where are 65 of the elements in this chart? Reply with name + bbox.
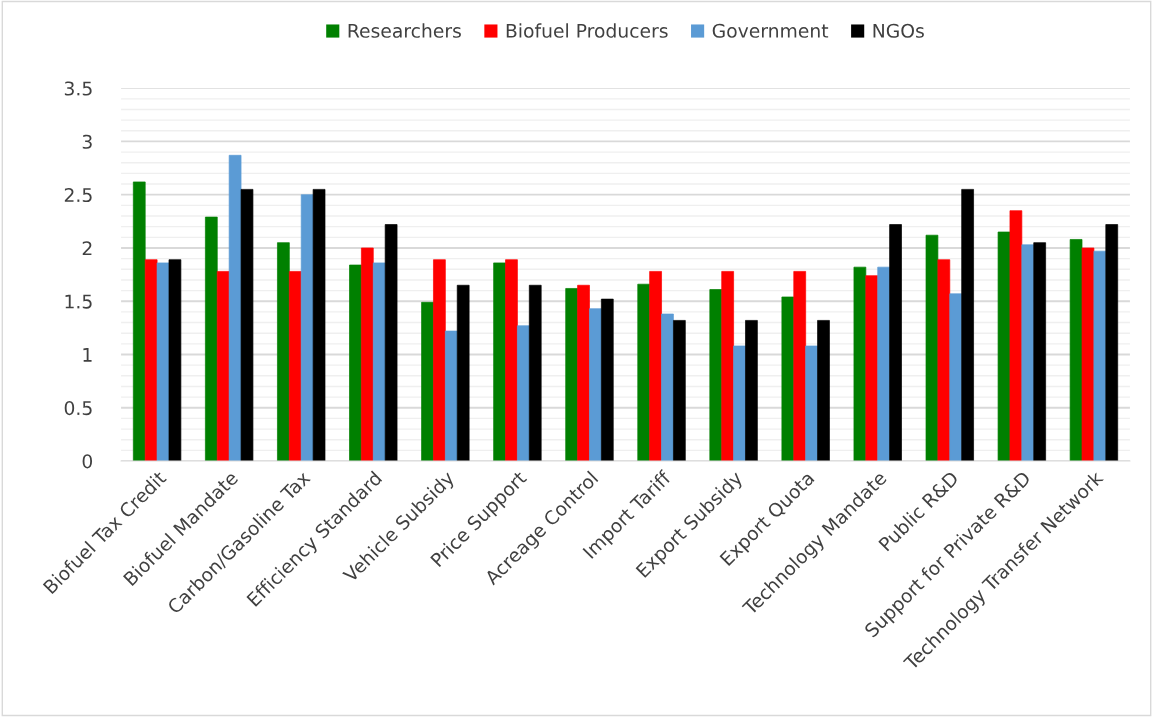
legend-label: NGOs (873, 23, 924, 38)
y-tick-label: 3.5 (64, 81, 92, 96)
bar (372, 262, 386, 462)
bar (925, 234, 939, 462)
y-tick-label: 2 (82, 241, 92, 256)
bar (421, 301, 434, 462)
bar (384, 224, 398, 462)
bar (637, 283, 650, 462)
bar (132, 181, 146, 462)
bar (1009, 210, 1023, 462)
bar (997, 231, 1011, 462)
legend-label: Biofuel Producers (506, 23, 668, 38)
bar (361, 247, 374, 462)
bar (949, 293, 963, 462)
bar (589, 308, 602, 462)
bar (865, 275, 879, 462)
bar (445, 330, 458, 462)
bar (505, 259, 518, 462)
y-tick-label: 0 (82, 454, 93, 469)
bar (805, 345, 818, 462)
bar (456, 284, 470, 462)
bar (1069, 239, 1083, 462)
bar (673, 320, 686, 462)
bar (517, 325, 530, 462)
bar (349, 264, 362, 462)
bar (961, 189, 974, 462)
bar (205, 216, 218, 462)
bar (288, 271, 302, 462)
bar (1105, 224, 1119, 462)
bar (240, 189, 254, 462)
bar (877, 266, 890, 462)
bar (1081, 247, 1095, 462)
bar (661, 313, 674, 462)
bar (733, 345, 746, 462)
y-tick-label: 1 (83, 347, 92, 362)
bar (853, 266, 867, 462)
legend-label: Government (712, 23, 829, 38)
bar (565, 288, 578, 462)
bar (793, 271, 807, 462)
bar (781, 296, 795, 462)
bar (709, 289, 723, 462)
bar (312, 189, 326, 462)
bar (817, 320, 830, 462)
bar (277, 242, 290, 462)
y-tick-label: 3 (82, 134, 92, 149)
legend-label: Researchers (348, 23, 461, 38)
bar (649, 271, 662, 462)
bar (745, 320, 758, 462)
bar (216, 271, 230, 462)
bar (937, 259, 951, 462)
y-tick-label: 1.5 (65, 294, 92, 309)
y-tick-label: 2.5 (64, 187, 92, 203)
bar (577, 284, 590, 462)
bar (601, 298, 614, 462)
bar (1033, 242, 1046, 462)
bar (156, 262, 170, 462)
bar (721, 271, 734, 462)
bar (168, 259, 182, 462)
y-tick-label: 0.5 (64, 400, 92, 416)
bar (433, 259, 446, 462)
bar (889, 224, 902, 462)
bar (528, 284, 542, 462)
bar (1093, 250, 1107, 462)
bar (493, 262, 506, 462)
bar (1021, 244, 1035, 462)
